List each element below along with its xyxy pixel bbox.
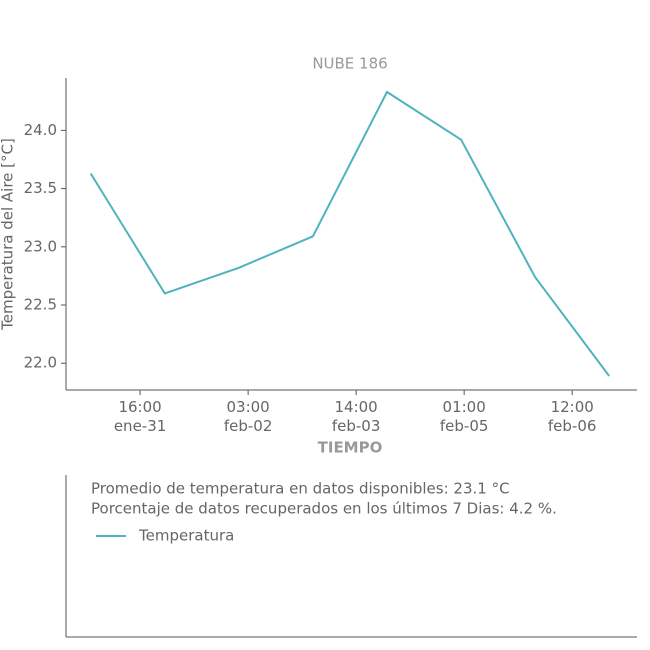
legend-label: Temperatura xyxy=(138,527,234,545)
annotation: Promedio de temperatura en datos disponi… xyxy=(91,480,510,498)
x-axis-title: TIEMPO xyxy=(318,439,383,457)
x-tick-label: 16:00 ene-31 xyxy=(114,398,166,435)
y-tick-label: 23.0 xyxy=(24,237,57,255)
line xyxy=(89,90,611,377)
y-tick-label: 22.0 xyxy=(24,354,57,372)
x-tick-label: 01:00 feb-05 xyxy=(440,398,489,435)
y-axis-title: Temperatura del Aire [°C] xyxy=(0,138,17,331)
chart-title: NUBE 186 xyxy=(312,55,387,73)
annotation: Porcentaje de datos recuperados en los ú… xyxy=(91,500,557,518)
y-tick-label: 24.0 xyxy=(24,121,57,139)
y-tick-label: 23.5 xyxy=(24,179,57,197)
x-tick-label: 03:00 feb-02 xyxy=(224,398,273,435)
x-tick-label: 14:00 feb-03 xyxy=(332,398,381,435)
y-tick-label: 22.5 xyxy=(24,296,57,314)
x-tick-label: 12:00 feb-06 xyxy=(548,398,597,435)
